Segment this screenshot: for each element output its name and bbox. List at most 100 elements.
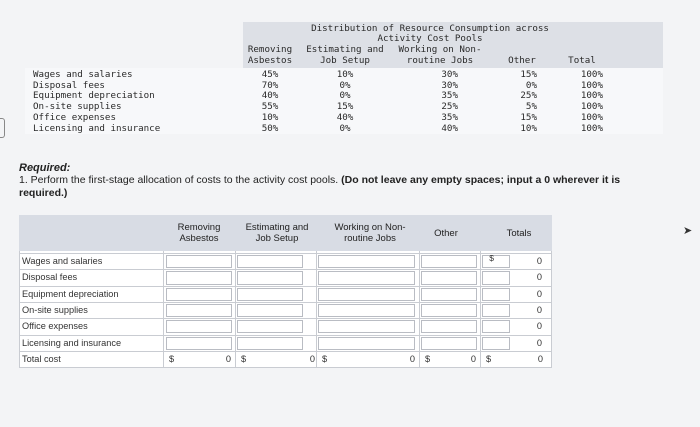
allocation-input[interactable]	[482, 255, 510, 269]
grid-divider	[19, 269, 552, 271]
allocation-input[interactable]	[237, 255, 303, 269]
exhibit-cell: 50%	[261, 122, 279, 134]
instruction-bold: (Do not leave any empty spaces; input a …	[19, 174, 621, 199]
exhibit-col-header-5: Total	[568, 55, 596, 66]
allocation-input[interactable]	[421, 287, 477, 301]
allocation-input[interactable]	[166, 255, 232, 269]
exhibit-body	[25, 68, 663, 134]
allocation-input[interactable]	[318, 303, 415, 318]
exhibit-cell: 10%	[261, 111, 279, 123]
total-currency-symbol: $	[241, 353, 247, 364]
exhibit-cell: 0%	[339, 79, 351, 91]
grid-divider	[551, 251, 552, 367]
exhibit-col-header-3b: routine Jobs	[406, 55, 474, 66]
exhibit-cell: 100%	[580, 69, 603, 80]
header-totals: Totals	[506, 227, 532, 239]
allocation-input[interactable]	[482, 320, 510, 334]
grid-header: Removing Asbestos Estimating and Job Set…	[19, 215, 552, 251]
allocation-input[interactable]	[421, 336, 477, 350]
exhibit-header-band	[243, 22, 663, 68]
total-cost-value: 0	[470, 353, 476, 364]
exhibit-col-header-2a: Estimating and	[306, 44, 384, 55]
grid-divider	[19, 251, 20, 367]
exhibit-cell: 25%	[520, 90, 537, 102]
allocation-input[interactable]	[237, 336, 303, 350]
exhibit-cell: 15%	[520, 111, 537, 123]
allocation-input[interactable]	[237, 303, 303, 318]
exhibit-title-line2: Activity Cost Pools	[377, 33, 483, 44]
exhibit-cell: 45%	[261, 69, 279, 80]
required-label: Required:	[19, 162, 71, 174]
exhibit-col-header-3a: Working on Non-	[398, 44, 482, 55]
allocation-input[interactable]	[421, 255, 477, 269]
exhibit-cell: 30%	[441, 69, 458, 80]
allocation-input[interactable]	[237, 271, 303, 285]
allocation-input[interactable]	[482, 271, 510, 285]
total-cost-value: 0	[309, 353, 315, 364]
exhibit-col-header-1a: Removing	[247, 44, 293, 55]
allocation-input[interactable]	[482, 287, 510, 301]
grid-divider	[19, 334, 552, 336]
exhibit-cell: 100%	[580, 122, 603, 134]
allocation-input[interactable]	[166, 320, 232, 334]
exhibit-cell: 0%	[339, 122, 351, 134]
exhibit-cell: 15%	[520, 69, 537, 80]
allocation-input[interactable]	[166, 287, 232, 301]
header-estimating-job-setup: Estimating and Job Setup	[245, 222, 309, 244]
grid-divider	[19, 367, 552, 369]
allocation-input[interactable]	[237, 287, 303, 301]
exhibit-cell: 15%	[336, 101, 354, 113]
allocation-input[interactable]	[166, 336, 232, 350]
grid-divider	[316, 251, 317, 367]
exhibit-cell: 100%	[580, 111, 603, 123]
row-total-value: 0	[536, 337, 542, 348]
exhibit-row-label: On-site supplies	[33, 101, 122, 113]
exhibit-cell: 40%	[336, 111, 354, 123]
allocation-input[interactable]	[318, 287, 415, 301]
exhibit-row-label: Office expenses	[33, 111, 116, 123]
grid-row-label: Disposal fees	[22, 272, 78, 283]
total-cost-label: Total cost	[22, 353, 61, 364]
grid-divider	[235, 251, 236, 367]
allocation-input[interactable]	[318, 271, 415, 285]
exhibit-title-line1: Distribution of Resource Consumption acr…	[311, 23, 549, 34]
exhibit-col-header-1b: Asbestos	[247, 55, 293, 66]
allocation-input[interactable]	[237, 320, 303, 334]
allocation-input[interactable]	[318, 255, 415, 269]
allocation-input[interactable]	[166, 303, 232, 318]
exhibit-cell: 10%	[520, 122, 537, 134]
exhibit-col-header-4: Other	[508, 55, 536, 66]
total-currency-symbol: $	[425, 353, 431, 364]
total-currency-symbol: $	[169, 353, 175, 364]
allocation-input[interactable]	[421, 271, 477, 285]
header-working-nonroutine: Working on Non-routine Jobs	[334, 222, 406, 244]
exhibit-cell: 35%	[441, 90, 458, 102]
grid-divider	[419, 251, 420, 367]
grid-divider	[19, 301, 552, 303]
allocation-input[interactable]	[482, 303, 510, 318]
grid-row-label: Wages and salaries	[22, 256, 103, 266]
total-cost-value: 0	[225, 353, 231, 364]
exhibit-cell: 35%	[441, 111, 458, 123]
exhibit-cell: 0%	[525, 79, 537, 91]
total-currency-symbol: $	[322, 353, 328, 364]
total-currency-symbol: $	[486, 353, 492, 364]
allocation-input[interactable]	[166, 271, 232, 285]
allocation-input[interactable]	[318, 320, 415, 334]
grid-row-label: Licensing and insurance	[22, 337, 122, 348]
instruction-main: 1. Perform the first-stage allocation of…	[19, 174, 339, 186]
allocation-input[interactable]	[482, 336, 510, 350]
allocation-input[interactable]	[318, 336, 415, 350]
grid-divider	[163, 251, 164, 367]
allocation-input[interactable]	[421, 303, 477, 318]
exhibit-cell: 100%	[580, 90, 603, 102]
grid-divider	[480, 251, 481, 367]
row-total-value: 0	[536, 304, 542, 315]
side-tab[interactable]	[0, 118, 5, 138]
exhibit-row-label: Equipment depreciation	[33, 90, 155, 102]
total-cost-value: 0	[537, 353, 543, 364]
exhibit-row-label: Licensing and insurance	[33, 122, 161, 134]
grid-divider	[19, 285, 552, 287]
grid-row-label: On-site supplies	[22, 304, 88, 315]
allocation-input[interactable]	[421, 320, 477, 334]
